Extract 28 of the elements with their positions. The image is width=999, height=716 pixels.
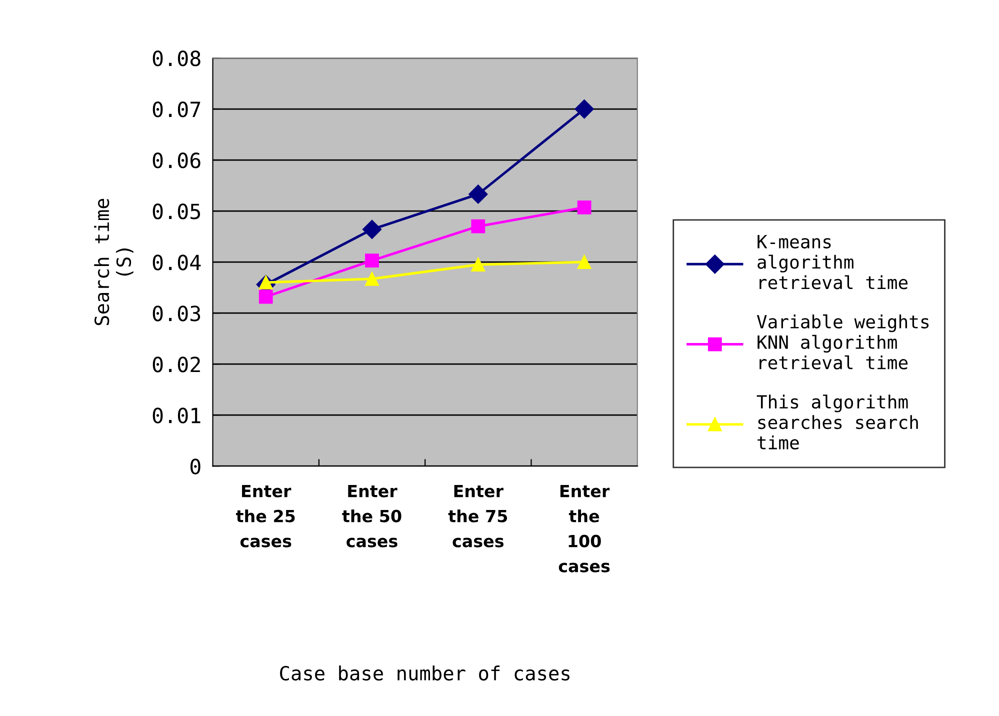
point [471, 258, 486, 272]
point [365, 272, 379, 286]
point [577, 200, 592, 214]
y-tick-label: 0 [190, 458, 200, 474]
legend-label: K-means algorithm retrieval time [758, 235, 908, 290]
point [574, 99, 594, 119]
x-tick-label: Enter the 100 cases [558, 484, 610, 572]
legend-label: Variable weights KNN algorithm retrieval time [756, 314, 929, 370]
point [258, 290, 273, 304]
y-tick-label: 0.05 [152, 204, 200, 220]
y-tick-label: 0.07 [152, 102, 200, 118]
y-axis-title: Search time (S) [94, 198, 134, 326]
y-tick-label: 0.03 [152, 306, 200, 322]
x-axis-title: Case base number of cases [280, 666, 570, 681]
legend-label: This algorithm searches search time [756, 394, 918, 450]
point [365, 254, 379, 268]
point [577, 255, 592, 269]
y-tick-label: 0.02 [152, 356, 200, 372]
x-tick-label: Enter the 75 cases [448, 484, 508, 548]
point [471, 219, 486, 234]
point [468, 184, 488, 204]
y-tick-label: 0.06 [152, 152, 200, 168]
y-tick-label: 0.08 [152, 50, 200, 66]
x-tick-label: Enter the 50 cases [342, 484, 402, 548]
y-tick-label: 0.04 [152, 254, 201, 270]
point [362, 220, 382, 239]
y-tick-label: 0.01 [152, 408, 200, 424]
x-tick-label: Enter the 25 cases [236, 484, 295, 548]
